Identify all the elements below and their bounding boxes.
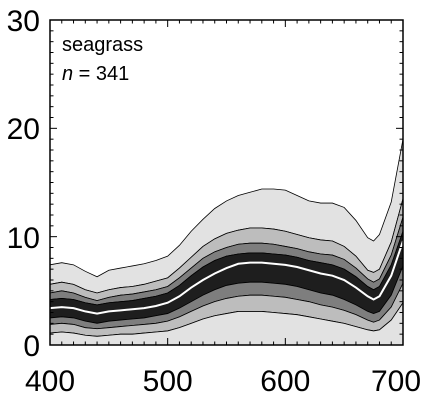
x-tick-label-400: 400: [25, 365, 75, 398]
annotation-n-prefix: n: [62, 63, 73, 85]
percentile-band-7: [49, 301, 404, 346]
x-tick-label-600: 600: [260, 365, 310, 398]
percentile-bands: [49, 139, 404, 346]
y-tick-label-20: 20: [7, 113, 40, 146]
y-tick-label-10: 10: [7, 222, 40, 255]
annotation-n: n = 341: [62, 63, 129, 85]
annotation-label: seagrass: [62, 34, 143, 56]
x-tick-label-700: 700: [371, 365, 421, 398]
annotation-n-rest: = 341: [73, 63, 129, 85]
y-tick-label-0: 0: [23, 330, 40, 363]
median-line: [49, 240, 404, 315]
plot-frame: [49, 19, 404, 346]
x-tick-label-500: 500: [143, 365, 193, 398]
y-tick-label-30: 30: [7, 5, 40, 38]
